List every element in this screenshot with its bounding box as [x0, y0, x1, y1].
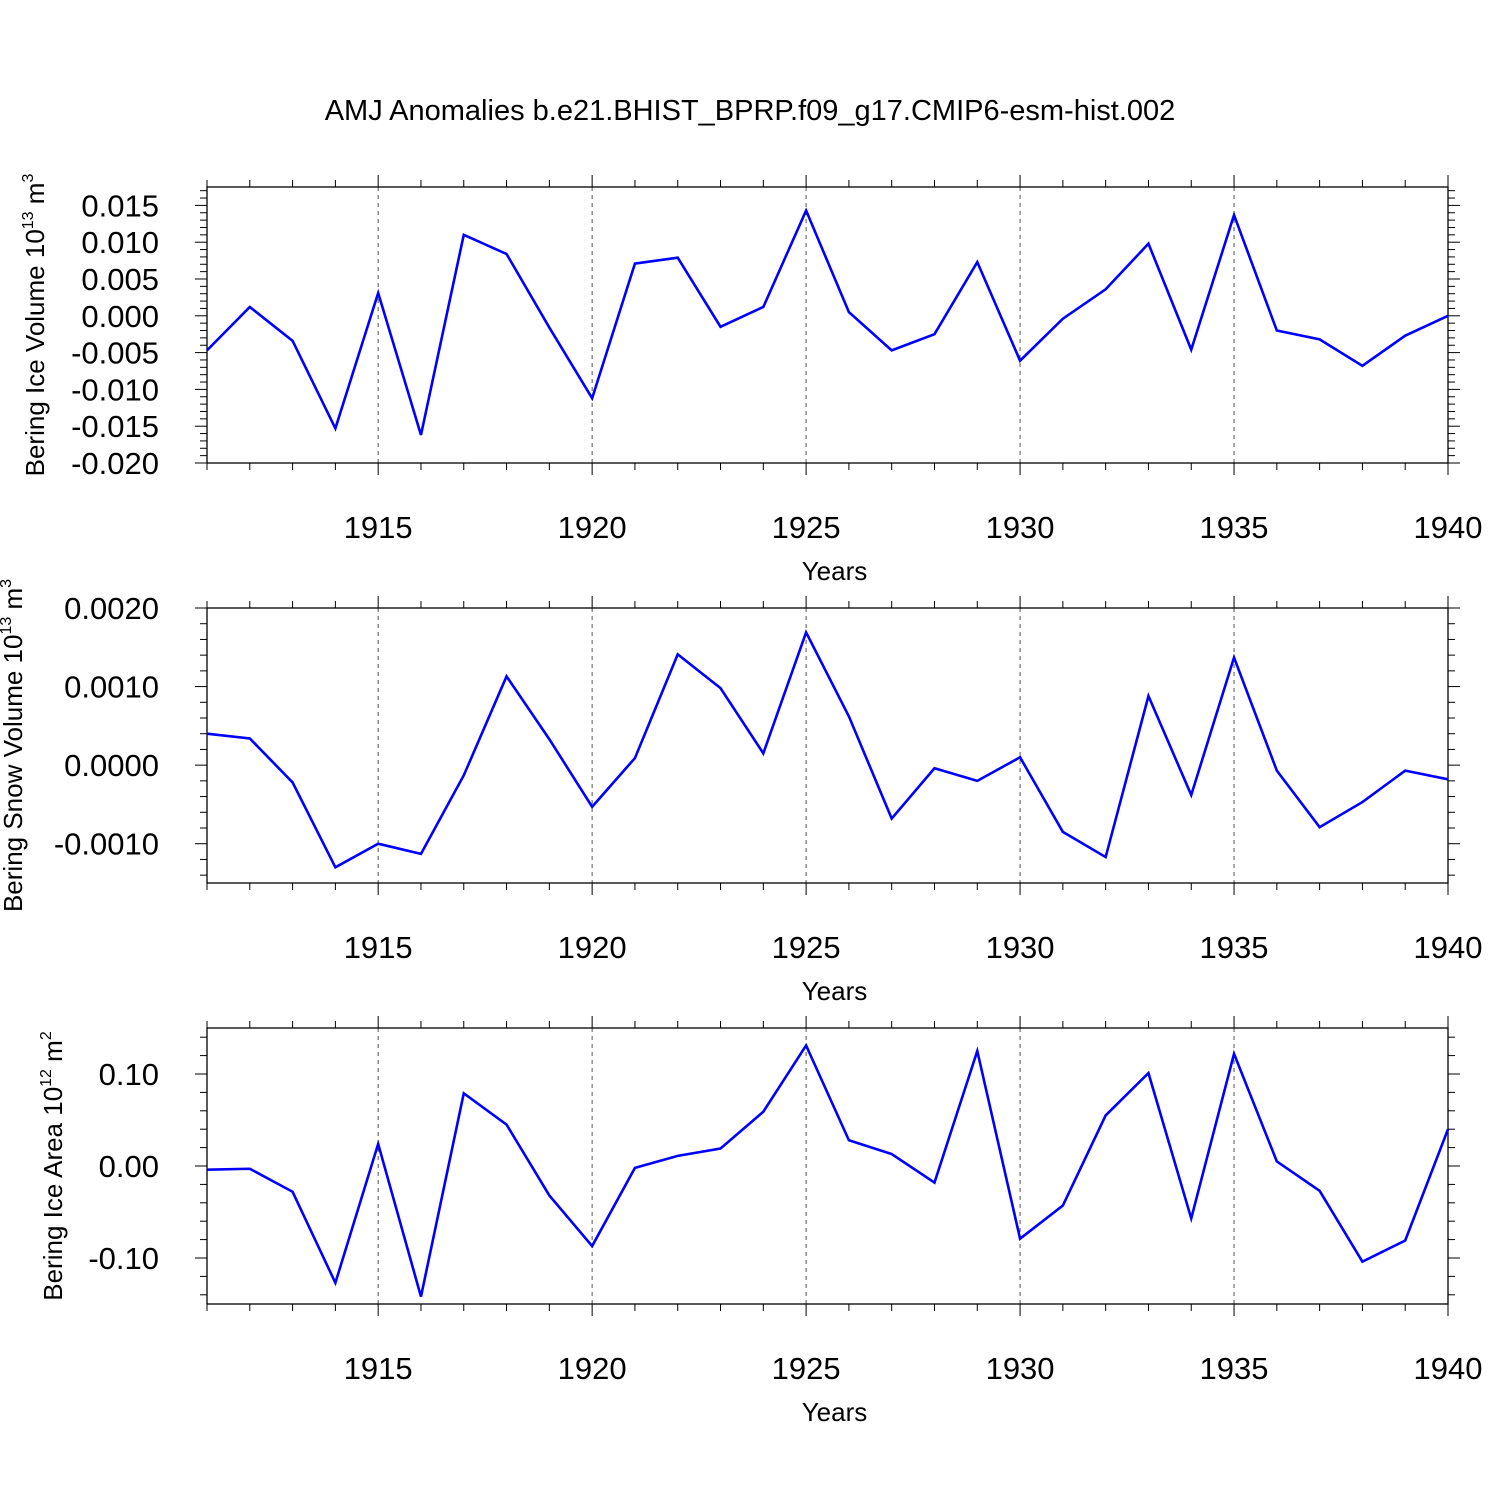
y-tick-label: -0.10: [88, 1241, 159, 1276]
x-tick-label: 1925: [772, 510, 841, 545]
panel-2: 1915 1920 1925 1930 1935 1940 Years -0.0010 0.00…: [0, 579, 1482, 1006]
y-tick-label: 0.0020: [64, 591, 159, 626]
x-axis-label: Years: [802, 1397, 868, 1427]
series-line: [206, 207, 1449, 436]
x-tick-label: 1920: [558, 930, 627, 965]
series-line: [206, 1042, 1450, 1297]
x-tick-label: 1940: [1414, 1351, 1483, 1386]
y-axis-label: Bering Ice Area 1012 m2: [38, 1031, 68, 1301]
series-line: [206, 629, 1449, 870]
y-tick-label: -0.0010: [54, 827, 159, 862]
plot-frame: [206, 607, 1449, 884]
x-tick-label: 1920: [558, 510, 627, 545]
x-tick-label: 1930: [986, 510, 1055, 545]
y-tick-label: -0.015: [71, 409, 159, 444]
x-tick-label: 1925: [772, 930, 841, 965]
x-tick-label: 1925: [772, 1351, 841, 1386]
y-tick-label: 0.0000: [64, 748, 159, 783]
x-axis-label: Years: [802, 556, 868, 586]
y-tick-label: -0.005: [71, 336, 159, 371]
y-tick-label: 0.10: [99, 1057, 159, 1092]
x-tick-label: 1940: [1414, 930, 1483, 965]
x-axis-label: Years: [802, 976, 868, 1006]
y-axis-label: Bering Snow Volume 1013 m3: [0, 579, 28, 912]
plot-frame: [206, 186, 1449, 464]
y-tick-label: 0.0010: [64, 670, 159, 705]
y-tick-label: -0.020: [71, 446, 159, 481]
y-tick-label: 0.00: [99, 1149, 159, 1184]
x-tick-label: 1915: [344, 510, 413, 545]
y-tick-label: 0.000: [81, 299, 159, 334]
panel-3: 1915 1920 1925 1930 1935 1940 Years -0.10 0.00 0.…: [38, 1016, 1482, 1427]
x-tick-label: 1930: [986, 930, 1055, 965]
x-tick-label: 1930: [986, 1351, 1055, 1386]
x-tick-label: 1935: [1200, 930, 1269, 965]
x-tick-label: 1915: [344, 930, 413, 965]
x-tick-label: 1920: [558, 1351, 627, 1386]
y-tick-label: -0.010: [71, 372, 159, 407]
y-tick-label: 0.015: [81, 188, 159, 223]
plot-frame: [206, 1027, 1449, 1305]
figure-title: AMJ Anomalies b.e21.BHIST_BPRP.f09_g17.C…: [324, 95, 1176, 127]
x-tick-label: 1935: [1200, 1351, 1269, 1386]
x-tick-label: 1940: [1414, 510, 1483, 545]
y-tick-label: 0.005: [81, 262, 159, 297]
x-tick-label: 1915: [344, 1351, 413, 1386]
y-tick-label: 0.010: [81, 225, 159, 260]
y-axis-label: Bering Ice Volume 1013 m3: [20, 174, 50, 477]
panel-1: 1915 1920 1925 1930 1935 1940Years-0.020-0.01…: [20, 174, 1482, 586]
x-tick-label: 1935: [1200, 510, 1269, 545]
